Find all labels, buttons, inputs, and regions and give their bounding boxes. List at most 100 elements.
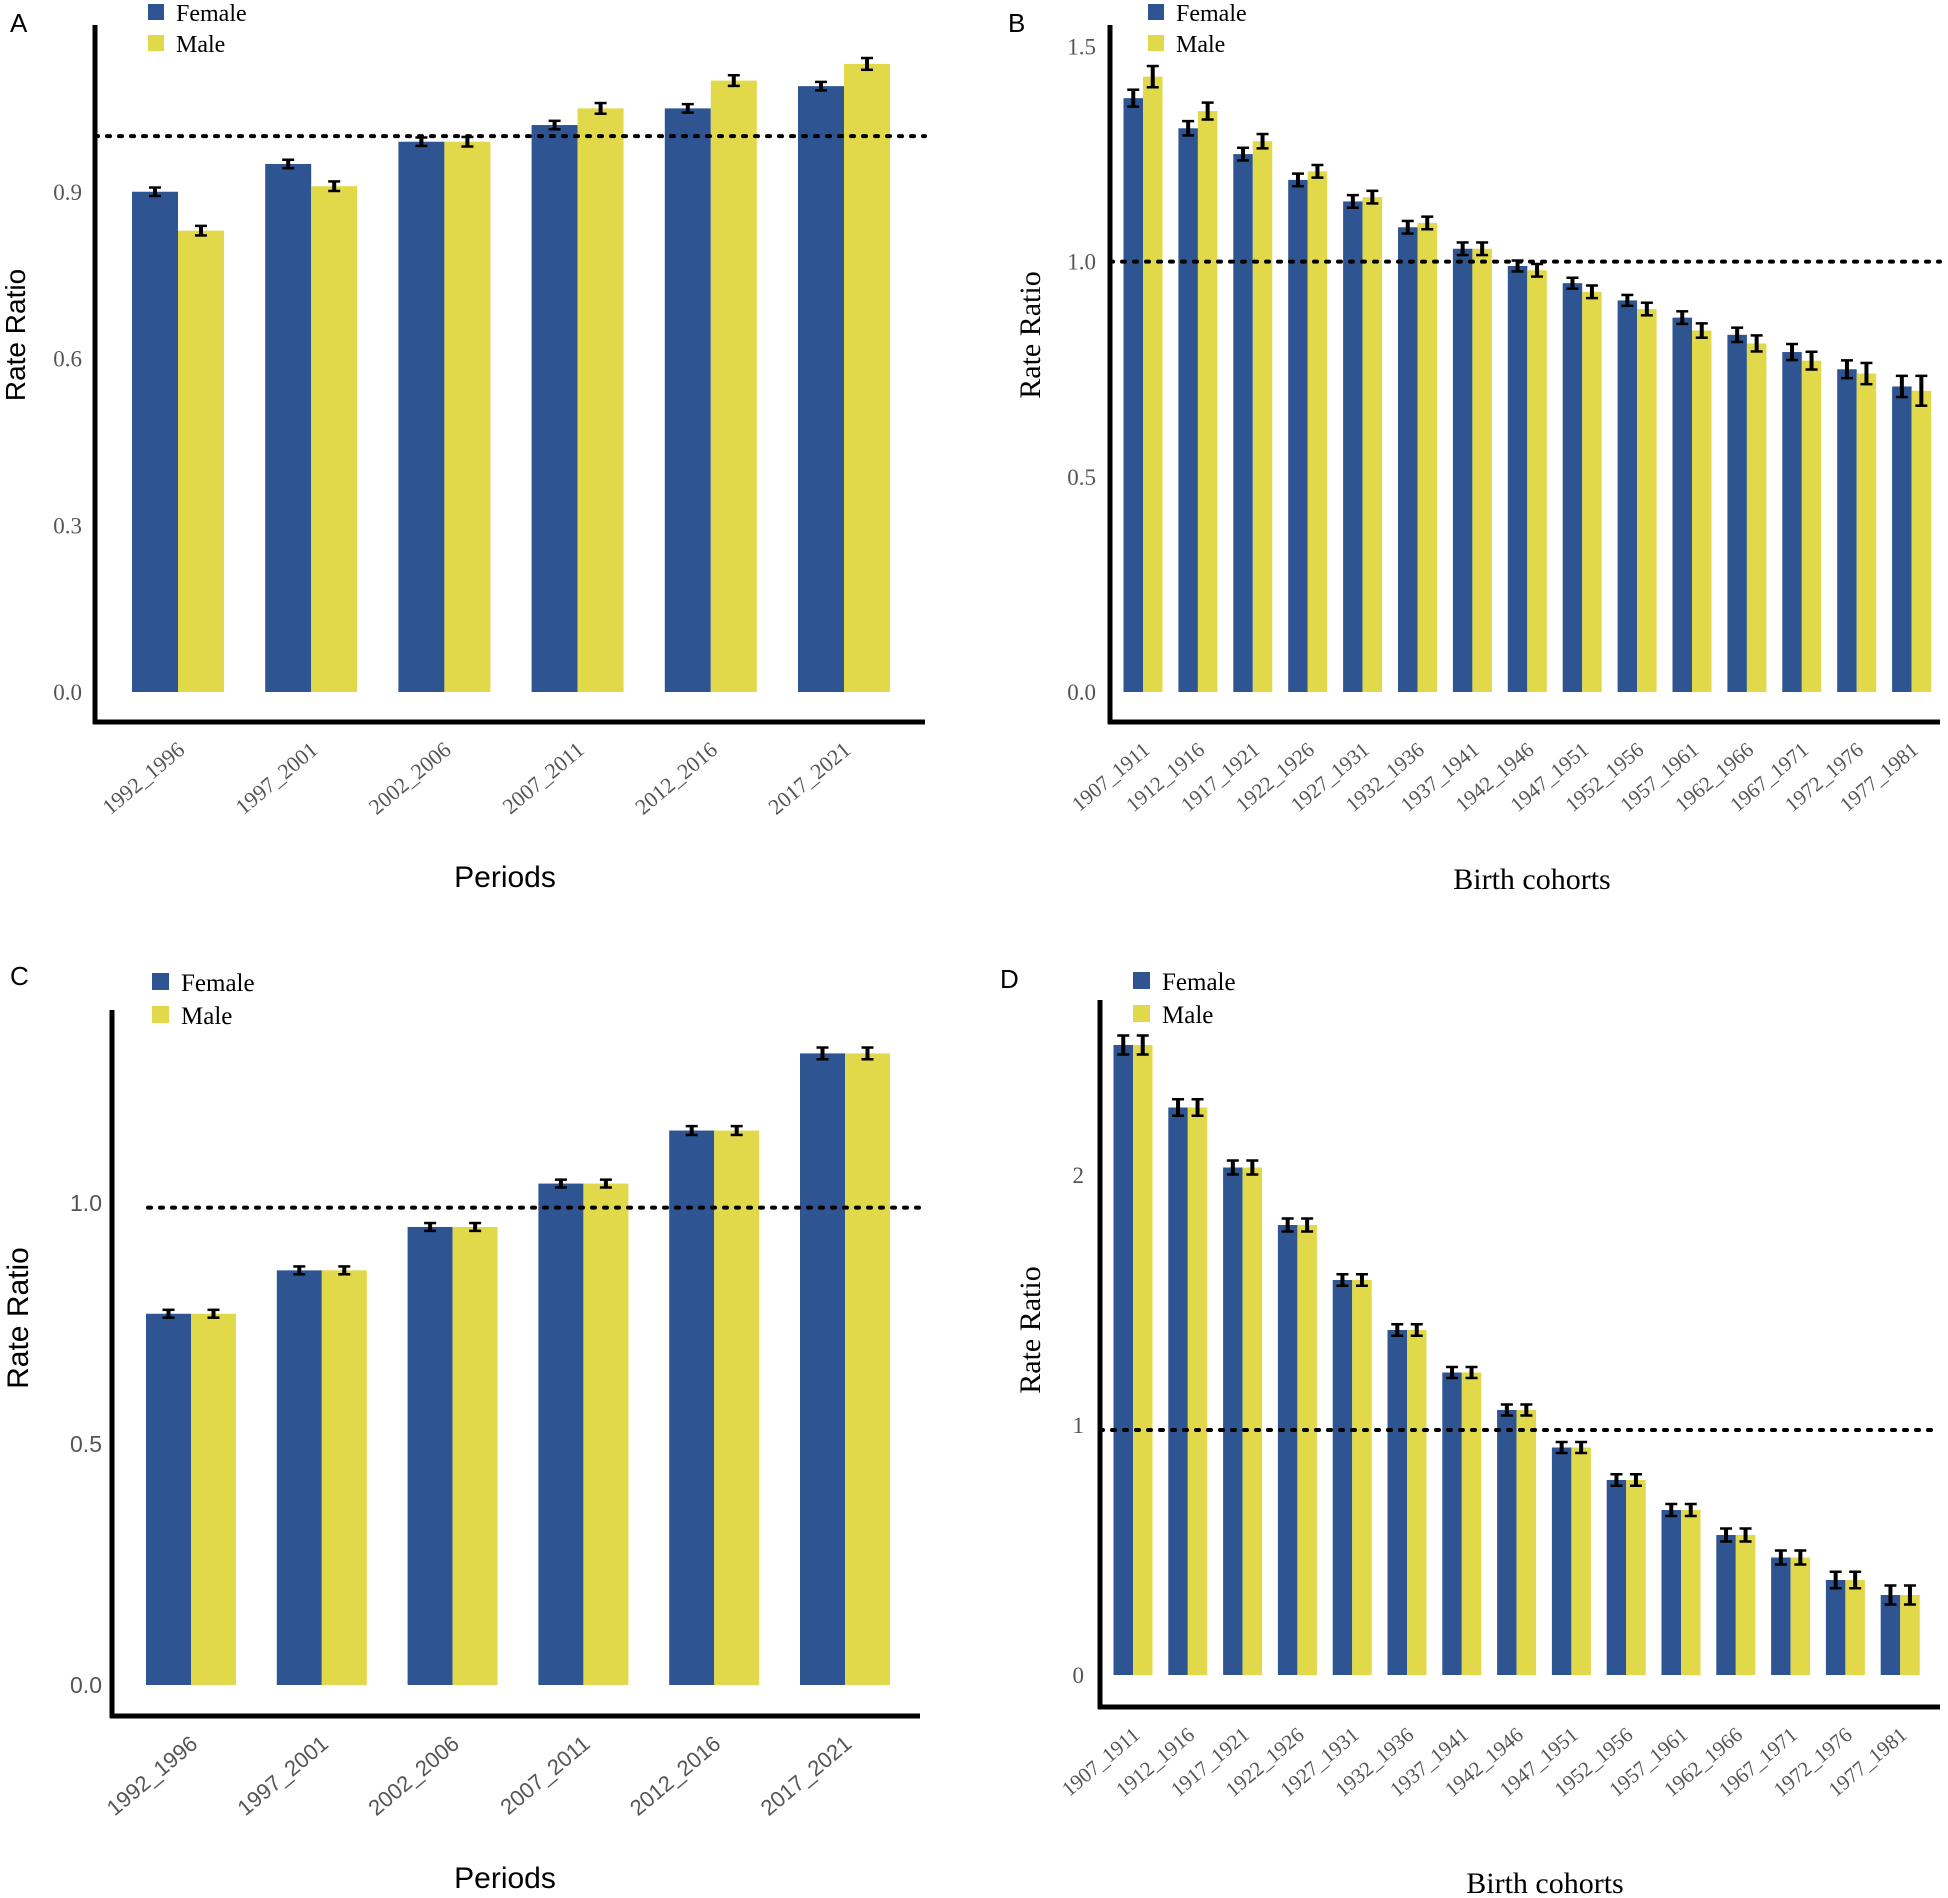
error-bar [469, 1221, 482, 1233]
error-bar [1301, 1217, 1314, 1233]
error-bar [1401, 219, 1414, 235]
male-bar [1637, 309, 1657, 692]
male-bar [1187, 1107, 1208, 1675]
error-bar [1849, 1570, 1862, 1590]
x-tick-label: 2017_2021 [763, 737, 855, 820]
error-bar [1182, 119, 1195, 137]
error-bar [594, 101, 607, 115]
error-bar [730, 1124, 743, 1137]
male-bar [845, 1053, 890, 1685]
legend-label-female: Female [176, 1, 247, 27]
y-tick-label: 1.0 [70, 1190, 102, 1216]
male-bar [1801, 360, 1822, 692]
error-bar [548, 119, 561, 131]
error-bar [1640, 301, 1653, 317]
error-bar [1366, 189, 1379, 205]
error-bar [1311, 163, 1324, 179]
male-bar [1692, 330, 1712, 692]
female-bar [531, 125, 578, 693]
error-bar [1226, 1159, 1239, 1176]
error-bar [1739, 1527, 1752, 1543]
error-bar [1575, 1440, 1588, 1455]
male-bar [321, 1270, 367, 1685]
error-bar [1117, 1034, 1130, 1056]
male-bar [1516, 1410, 1537, 1675]
female-bar [1288, 179, 1308, 692]
legend-swatch-female [1133, 972, 1150, 989]
chart-panel-c: 0.0 0.5 1.0 1992_1996 1997_2001 2002_2006 2007… [2, 970, 922, 1895]
legend-swatch-male [152, 1006, 169, 1023]
female-bar [1343, 201, 1363, 692]
legend-label-male: Male [181, 1003, 232, 1030]
y-axis-title: Rate Ratio [1014, 271, 1047, 398]
error-bar [554, 1178, 567, 1189]
error-bar [1281, 1217, 1294, 1233]
x-tick-label: 2002_2006 [363, 1731, 463, 1821]
legend-label-female: Female [1176, 1, 1247, 27]
legend-label-male: Male [1162, 1002, 1213, 1029]
male-bar [1845, 1580, 1865, 1675]
legend-swatch-female [148, 4, 164, 20]
female-bar [798, 86, 844, 693]
x-tick-label: 1992_1996 [102, 1731, 202, 1821]
error-bar [1610, 1473, 1623, 1487]
female-bar [407, 1226, 453, 1685]
x-axis-title: Periods [454, 861, 556, 894]
error-bar [1201, 101, 1214, 121]
y-tick-label: 2 [1073, 1163, 1085, 1188]
male-bar [191, 1313, 236, 1685]
male-bar [1735, 1535, 1756, 1675]
y-tick-label: 0.0 [53, 680, 82, 705]
male-bar [1197, 111, 1218, 692]
legend-label-female: Female [181, 970, 255, 997]
y-tick-label: 1 [1073, 1413, 1085, 1438]
legend: Female Male [152, 970, 255, 1030]
male-bar [1582, 291, 1602, 692]
y-tick-label: 0.6 [53, 347, 82, 372]
female-bar [1168, 1107, 1188, 1675]
error-bar [424, 1221, 437, 1233]
x-tick-label: 2007_2011 [498, 737, 589, 819]
female-bar [1562, 283, 1583, 692]
female-bar [538, 1183, 584, 1685]
panel-letter-d: D [1000, 964, 1019, 994]
female-bar [1880, 1595, 1901, 1675]
female-bar [1452, 248, 1473, 692]
female-bar [1497, 1410, 1517, 1675]
error-bar [1355, 1273, 1368, 1287]
chart-panel-a: 0.0 0.3 0.6 0.9 1992_1996 1997_2001 2002_2006 2… [0, 1, 927, 894]
error-bar [1695, 322, 1708, 339]
female-bar [669, 1130, 715, 1685]
error-bar [1840, 359, 1853, 380]
error-bar [1456, 241, 1469, 257]
y-tick-label: 1.5 [1067, 35, 1096, 60]
male-bar [844, 63, 890, 693]
female-bar [1398, 227, 1418, 692]
error-bar [1555, 1440, 1568, 1455]
legend-swatch-male [1133, 1005, 1150, 1022]
female-bar [1387, 1330, 1407, 1675]
female-bar [1178, 128, 1198, 693]
error-bar [162, 1308, 175, 1319]
y-axis-title: Rate Ratio [1014, 1266, 1047, 1393]
female-bar [1782, 352, 1802, 692]
legend-swatch-female [152, 973, 169, 990]
female-bar [1716, 1535, 1736, 1675]
error-bar [207, 1308, 220, 1319]
x-tick-label: 1992_1996 [97, 737, 189, 820]
error-bar [1256, 132, 1269, 150]
error-bar [1172, 1098, 1185, 1117]
male-bar [1362, 197, 1383, 692]
female-bar [1825, 1580, 1846, 1675]
male-bar [1911, 390, 1932, 692]
male-bar [710, 80, 757, 693]
error-bar [1786, 342, 1799, 362]
error-bar [1391, 1323, 1404, 1337]
male-bar [1856, 373, 1877, 692]
error-bar [195, 224, 207, 237]
error-bar [1720, 1527, 1733, 1543]
error-bar [1500, 1403, 1513, 1417]
error-bar [1621, 293, 1634, 308]
male-bar [583, 1183, 629, 1685]
male-bar [1790, 1557, 1811, 1675]
